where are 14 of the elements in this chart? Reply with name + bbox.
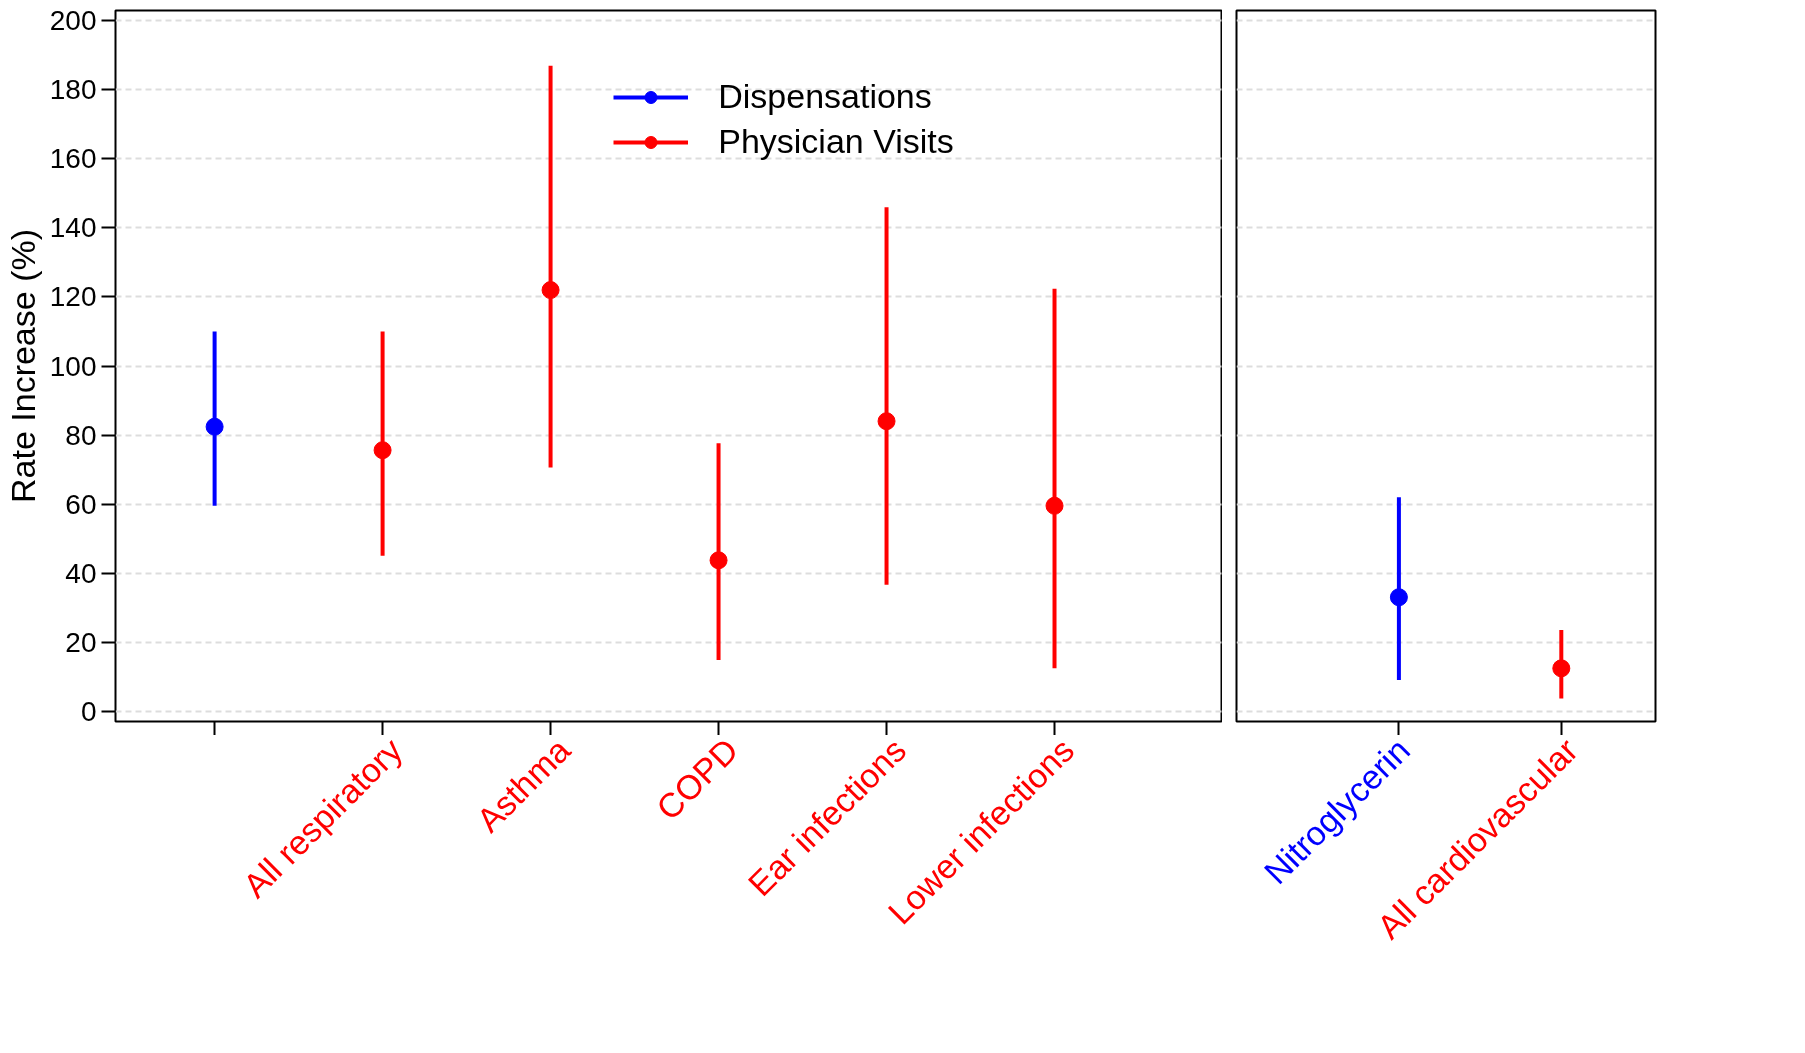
legend-label: Physician Visits <box>718 122 954 161</box>
y-tick-label: 180 <box>49 74 97 106</box>
y-tick-label: 120 <box>49 281 97 313</box>
y-tick-label: 140 <box>49 212 97 244</box>
legend-label: Dispensations <box>718 77 932 116</box>
y-tick-label: 160 <box>49 143 97 175</box>
y-tick-label: 200 <box>49 5 97 37</box>
y-tick-label: 100 <box>49 350 97 382</box>
y-axis-title: Rate Increase (%) <box>3 229 42 503</box>
y-tick-label: 80 <box>65 419 97 451</box>
y-tick-label: 40 <box>65 557 97 589</box>
y-tick-label: 0 <box>80 695 97 727</box>
y-tick-label: 20 <box>65 626 97 658</box>
y-tick-label: 60 <box>65 488 97 520</box>
